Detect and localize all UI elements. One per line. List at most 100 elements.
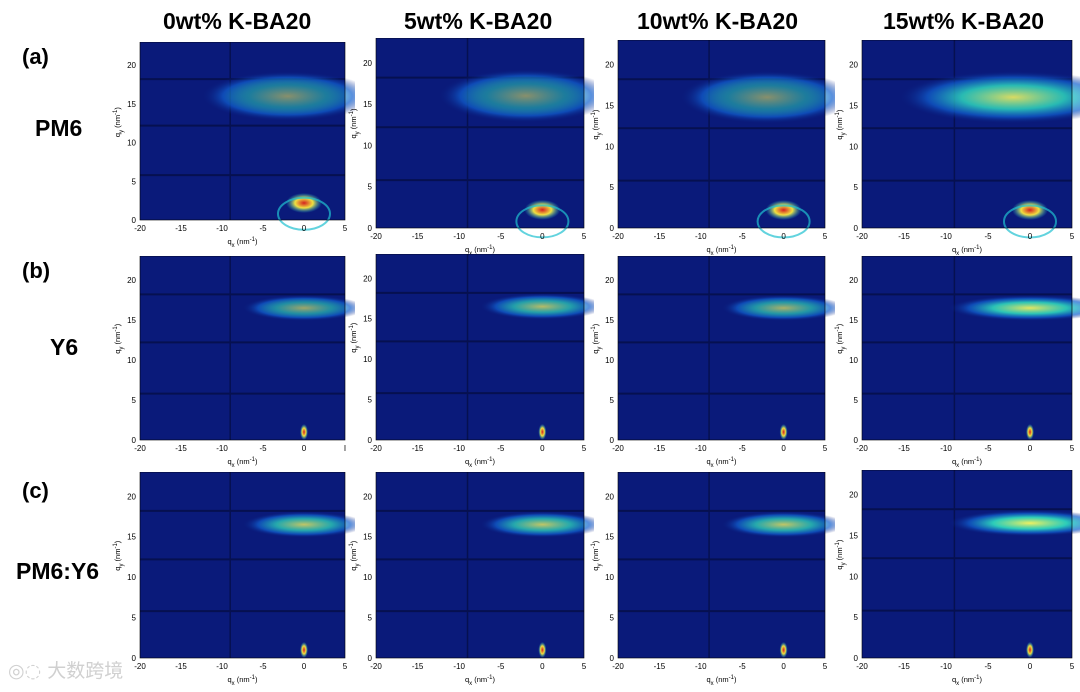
detector-background xyxy=(140,472,345,658)
x-tick-label: -15 xyxy=(175,662,187,671)
y-axis-label: qy (nm-1) xyxy=(591,323,603,354)
pi-stacking-arc xyxy=(680,70,835,124)
lamellar-peak xyxy=(300,424,308,440)
y-axis-label: qy (nm-1) xyxy=(113,107,125,138)
x-tick-label: -20 xyxy=(370,444,382,453)
column-title-10wt: 10wt% K-BA20 xyxy=(637,8,799,34)
x-tick-label: -20 xyxy=(612,232,624,241)
x-tick-label: 0 xyxy=(302,662,307,671)
y-tick-label: 15 xyxy=(605,533,614,542)
x-tick-label: 0 xyxy=(540,662,545,671)
detector-background xyxy=(376,472,584,658)
x-tick-label: -5 xyxy=(259,224,267,233)
giwaxs-panel-1-1: -20 -15 -10 -5 0 5 0 5 10 15 20 qx (nm-1) qy (nm-1) xyxy=(349,254,594,469)
y-tick-label: 0 xyxy=(132,216,137,225)
detector-background xyxy=(376,38,584,228)
y-axis-label: qy (nm-1) xyxy=(835,109,847,140)
y-tick-label: 5 xyxy=(132,177,137,186)
y-tick-label: 10 xyxy=(605,356,614,365)
y-tick-label: 5 xyxy=(854,183,859,192)
y-tick-label: 5 xyxy=(610,614,615,623)
x-tick-label: -5 xyxy=(259,444,267,453)
x-tick-label: -10 xyxy=(940,662,952,671)
y-tick-label: 20 xyxy=(363,274,372,283)
y-tick-label: 15 xyxy=(127,316,136,325)
x-tick-label: -20 xyxy=(856,662,868,671)
detector-background xyxy=(862,470,1072,658)
y-tick-label: 5 xyxy=(368,183,373,192)
y-tick-label: 20 xyxy=(127,492,136,501)
y-tick-label: 15 xyxy=(849,531,858,540)
x-tick-label: -5 xyxy=(497,662,505,671)
y-tick-label: 15 xyxy=(127,533,136,542)
y-tick-label: 20 xyxy=(849,61,858,70)
y-tick-label: 20 xyxy=(849,276,858,285)
y-tick-label: 0 xyxy=(368,436,373,445)
y-tick-label: 15 xyxy=(127,100,136,109)
row-letter-c: (c) xyxy=(22,478,49,503)
lamellar-peak xyxy=(1026,424,1034,440)
x-tick-label: I xyxy=(344,444,346,453)
y-tick-label: 0 xyxy=(854,654,859,663)
giwaxs-panel-2-0: -20 -15 -10 -5 0 5 0 5 10 15 20 qx (nm-1) qy (nm-1) xyxy=(113,472,355,687)
x-tick-label: 5 xyxy=(823,662,828,671)
x-tick-label: -5 xyxy=(984,662,992,671)
x-tick-label: -20 xyxy=(370,232,382,241)
y-tick-label: 15 xyxy=(363,100,372,109)
x-tick-label: 0 xyxy=(302,444,307,453)
x-tick-label: 5 xyxy=(343,224,348,233)
lamellar-peak xyxy=(1012,200,1048,221)
y-tick-label: 15 xyxy=(605,101,614,110)
lamellar-peak xyxy=(538,641,547,658)
pi-stacking-arc xyxy=(480,511,594,538)
y-tick-label: 20 xyxy=(605,492,614,501)
pi-stacking-arc xyxy=(948,295,1080,321)
x-tick-label: -10 xyxy=(695,444,707,453)
y-tick-label: 20 xyxy=(605,276,614,285)
x-tick-label: -15 xyxy=(654,444,666,453)
pi-stacking-arc xyxy=(721,511,835,538)
scattering-ring xyxy=(756,204,811,239)
y-tick-label: 0 xyxy=(368,654,373,663)
y-axis-label: qy (nm-1) xyxy=(349,322,361,353)
y-tick-label: 0 xyxy=(854,224,859,233)
x-tick-label: -10 xyxy=(216,662,228,671)
lamellar-peak xyxy=(1026,641,1034,658)
watermark-logo: ◎◌ 大数跨境 xyxy=(8,656,123,683)
x-tick-label: -10 xyxy=(216,224,228,233)
x-tick-label: -20 xyxy=(134,224,146,233)
detector-background xyxy=(140,42,345,220)
y-tick-label: 20 xyxy=(849,491,858,500)
x-tick-label: -5 xyxy=(984,232,992,241)
x-axis-label: qx (nm-1) xyxy=(465,675,496,687)
x-axis-label: qx (nm-1) xyxy=(465,457,496,469)
y-tick-label: 20 xyxy=(605,61,614,70)
y-tick-label: 0 xyxy=(132,654,137,663)
giwaxs-panel-1-3: -20 -15 -10 -5 0 5 0 5 10 15 20 qx (nm-1) qy (nm-1) xyxy=(835,256,1080,469)
y-tick-label: 0 xyxy=(368,224,373,233)
x-tick-label: -10 xyxy=(216,444,228,453)
y-tick-label: 15 xyxy=(605,316,614,325)
y-tick-label: 10 xyxy=(363,573,372,582)
x-tick-label: -15 xyxy=(175,224,187,233)
y-tick-label: 0 xyxy=(610,436,615,445)
x-tick-label: -10 xyxy=(453,444,465,453)
x-tick-label: -20 xyxy=(856,444,868,453)
lamellar-peak xyxy=(286,192,322,213)
x-tick-label: -10 xyxy=(453,662,465,671)
x-tick-label: 5 xyxy=(1070,662,1075,671)
y-tick-label: 10 xyxy=(849,356,858,365)
lamellar-peak xyxy=(300,641,308,658)
y-axis-label: qy (nm-1) xyxy=(835,539,847,570)
scattering-ring xyxy=(515,204,570,239)
x-tick-label: -15 xyxy=(654,232,666,241)
x-tick-label: -15 xyxy=(898,232,910,241)
y-tick-label: 5 xyxy=(854,613,859,622)
y-axis-label: qy (nm-1) xyxy=(113,323,125,354)
x-tick-label: -5 xyxy=(497,232,505,241)
y-tick-label: 0 xyxy=(610,224,615,233)
y-tick-label: 20 xyxy=(127,61,136,70)
x-tick-label: -15 xyxy=(412,444,424,453)
